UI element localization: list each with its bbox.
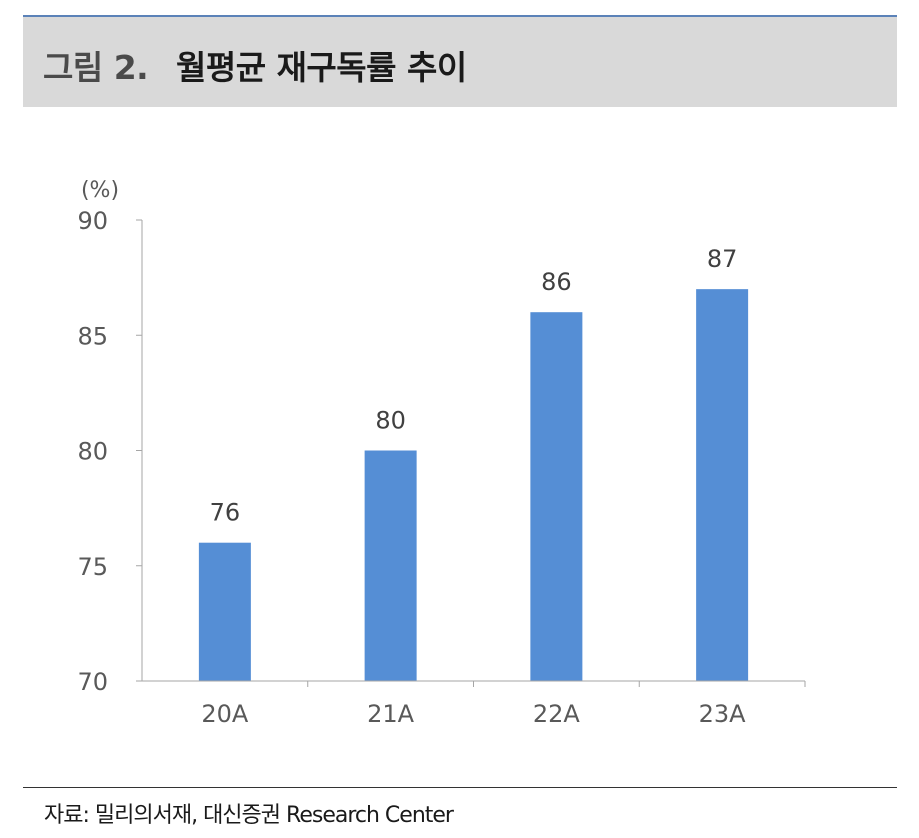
- bar: [198, 542, 251, 681]
- data-label: 86: [541, 268, 572, 296]
- bar: [364, 450, 417, 681]
- y-tick-label: 75: [77, 553, 108, 581]
- figure-number: 그림 2.: [43, 48, 149, 87]
- y-axis: 70 75 80 85 90: [77, 207, 143, 696]
- figure-title: 월평균 재구독률 추이: [176, 48, 467, 87]
- x-axis: 20A 21A 22A 23A: [142, 680, 806, 728]
- data-label: 87: [707, 245, 738, 273]
- x-tick-label: 20A: [201, 700, 249, 728]
- bar: [696, 289, 749, 681]
- bar: [530, 312, 583, 681]
- bars: 76 80 86 87: [198, 245, 749, 681]
- data-label: 76: [210, 499, 241, 527]
- top-rule: [23, 15, 897, 17]
- y-tick-label: 70: [77, 668, 108, 696]
- y-tick-label: 80: [77, 438, 108, 466]
- source-note: 자료: 밀리의서재, 대신증권 Research Center: [44, 803, 454, 828]
- x-tick-label: 21A: [367, 700, 415, 728]
- x-tick-label: 22A: [533, 700, 581, 728]
- data-label: 80: [375, 407, 406, 435]
- y-tick-label: 85: [77, 322, 108, 350]
- y-axis-unit-label: (%): [81, 178, 119, 203]
- figure-header: 그림 2. 월평균 재구독률 추이: [23, 17, 897, 107]
- bottom-rule: [23, 787, 897, 788]
- y-tick-label: 90: [77, 207, 108, 235]
- x-tick-label: 23A: [699, 700, 747, 728]
